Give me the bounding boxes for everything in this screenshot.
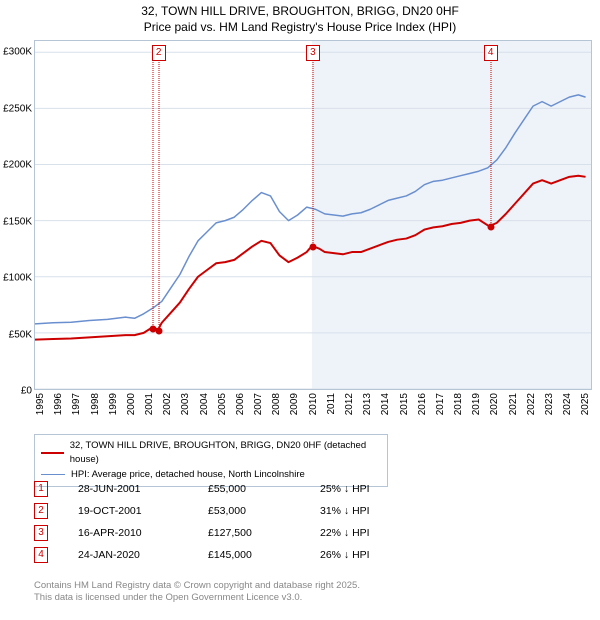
event-date: 19-OCT-2001 (78, 500, 208, 522)
y-tick-label: £150K (3, 216, 32, 227)
x-tick-label: 2019 (471, 393, 482, 415)
event-delta: 31% ↓ HPI (320, 500, 430, 522)
event-delta: 22% ↓ HPI (320, 522, 430, 544)
x-tick-label: 1999 (108, 393, 119, 415)
x-tick-label: 2016 (417, 393, 428, 415)
event-date: 24-JAN-2020 (78, 544, 208, 566)
event-price: £127,500 (208, 522, 320, 544)
x-tick-label: 1996 (53, 393, 64, 415)
x-tick-label: 1998 (90, 393, 101, 415)
event-number-box: 2 (34, 503, 48, 519)
marker-number-box: 2 (152, 45, 166, 61)
license-line-1: Contains HM Land Registry data © Crown c… (34, 580, 360, 592)
event-price: £55,000 (208, 478, 320, 500)
x-tick-label: 2008 (271, 393, 282, 415)
sale-dot (309, 244, 316, 251)
chart-container: 32, TOWN HILL DRIVE, BROUGHTON, BRIGG, D… (0, 0, 600, 620)
x-tick-label: 2003 (180, 393, 191, 415)
legend-swatch-price-paid (41, 452, 64, 454)
y-tick-label: £50K (9, 329, 32, 340)
x-tick-label: 2024 (562, 393, 573, 415)
x-tick-label: 2001 (144, 393, 155, 415)
x-tick-label: 2015 (399, 393, 410, 415)
x-tick-label: 2007 (253, 393, 264, 415)
x-tick-label: 2005 (217, 393, 228, 415)
x-tick-label: 2017 (435, 393, 446, 415)
event-delta: 26% ↓ HPI (320, 544, 430, 566)
marker-guideline (312, 59, 313, 247)
y-tick-label: £100K (3, 273, 32, 284)
marker-number-box: 3 (306, 45, 320, 61)
legend-label-price-paid: 32, TOWN HILL DRIVE, BROUGHTON, BRIGG, D… (70, 439, 381, 468)
event-price: £53,000 (208, 500, 320, 522)
event-date: 28-JUN-2001 (78, 478, 208, 500)
x-tick-label: 2012 (344, 393, 355, 415)
x-tick-label: 2023 (544, 393, 555, 415)
legend-swatch-hpi (41, 474, 65, 475)
event-row: 4 24-JAN-2020£145,00026% ↓ HPI (34, 544, 430, 566)
event-number-box: 3 (34, 525, 48, 541)
x-tick-label: 2025 (580, 393, 591, 415)
event-number-box: 1 (34, 481, 48, 497)
events-table: 1 28-JUN-2001£55,00025% ↓ HPI 2 19-OCT-2001… (34, 478, 430, 566)
title-line-1: 32, TOWN HILL DRIVE, BROUGHTON, BRIGG, D… (0, 4, 600, 20)
title-line-2: Price paid vs. HM Land Registry's House … (0, 20, 600, 36)
y-tick-label: £200K (3, 160, 32, 171)
license-line-2: This data is licensed under the Open Gov… (34, 592, 360, 604)
event-price: £145,000 (208, 544, 320, 566)
x-tick-label: 2004 (199, 393, 210, 415)
marker-guideline (158, 59, 159, 331)
x-tick-label: 2009 (289, 393, 300, 415)
sale-dot (487, 224, 494, 231)
license-text: Contains HM Land Registry data © Crown c… (34, 580, 360, 605)
event-row: 2 19-OCT-2001£53,00031% ↓ HPI (34, 500, 430, 522)
x-tick-label: 2011 (326, 393, 337, 415)
event-row: 1 28-JUN-2001£55,00025% ↓ HPI (34, 478, 430, 500)
y-tick-label: £300K (3, 47, 32, 58)
x-tick-label: 1997 (71, 393, 82, 415)
event-number-box: 4 (34, 547, 48, 563)
chart-title: 32, TOWN HILL DRIVE, BROUGHTON, BRIGG, D… (0, 0, 600, 35)
x-tick-label: 2014 (380, 393, 391, 415)
x-tick-label: 2020 (489, 393, 500, 415)
x-tick-label: 2022 (526, 393, 537, 415)
y-tick-label: £0 (21, 386, 32, 397)
event-delta: 25% ↓ HPI (320, 478, 430, 500)
x-tick-label: 2006 (235, 393, 246, 415)
marker-number-box: 4 (484, 45, 498, 61)
marker-guideline (490, 59, 491, 227)
sale-dot (155, 328, 162, 335)
event-date: 16-APR-2010 (78, 522, 208, 544)
x-tick-label: 2010 (308, 393, 319, 415)
x-tick-label: 2013 (362, 393, 373, 415)
event-row: 3 16-APR-2010£127,50022% ↓ HPI (34, 522, 430, 544)
x-tick-label: 2021 (508, 393, 519, 415)
x-tick-label: 2018 (453, 393, 464, 415)
plot-area: £0£50K£100K£150K£200K£250K£300K199519961… (34, 40, 592, 390)
legend-item-price-paid: 32, TOWN HILL DRIVE, BROUGHTON, BRIGG, D… (41, 439, 381, 468)
x-tick-label: 1995 (35, 393, 46, 415)
marker-guideline (152, 59, 153, 329)
x-tick-label: 2000 (126, 393, 137, 415)
x-tick-label: 2002 (162, 393, 173, 415)
y-tick-label: £250K (3, 103, 32, 114)
